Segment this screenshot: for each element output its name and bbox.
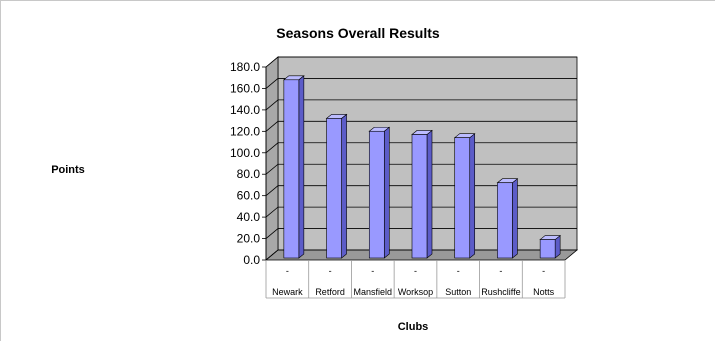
bar	[453, 133, 476, 259]
bar-side	[469, 133, 476, 259]
bar-front	[326, 118, 342, 259]
x-category-label: Retford	[315, 287, 345, 297]
bar-side	[383, 126, 390, 259]
y-tick-label: 80.0	[237, 167, 261, 181]
gridline	[265, 185, 577, 196]
x-category-label: Notts	[533, 287, 555, 297]
gridline	[265, 249, 577, 261]
category-mark: -	[329, 266, 332, 276]
bar-front	[283, 79, 300, 259]
bar-front	[411, 134, 428, 259]
gridline	[265, 206, 577, 218]
bar	[325, 113, 348, 259]
x-category-label: Rushcliffe	[481, 287, 520, 297]
category-mark: -	[499, 266, 502, 276]
category-mark: -	[286, 266, 289, 276]
gridline	[265, 120, 577, 132]
bar-front	[454, 137, 471, 259]
gridline	[265, 78, 577, 89]
y-tick-label: 100.0	[230, 146, 260, 160]
gridline	[265, 228, 577, 239]
gridline	[265, 99, 577, 111]
y-tick-label: 40.0	[237, 210, 261, 224]
category-mark: -	[542, 266, 545, 276]
bar	[411, 129, 433, 259]
x-category-label: Mansfield	[354, 287, 393, 297]
y-tick-label: 60.0	[237, 189, 261, 203]
y-tick-label: 160.0	[230, 81, 260, 95]
category-mark: -	[457, 266, 460, 276]
bar	[539, 234, 561, 259]
y-tick-label: 120.0	[230, 124, 260, 138]
gridline	[265, 142, 577, 154]
bars	[283, 75, 561, 259]
y-tick-label: 180.0	[230, 60, 260, 74]
bar-front	[539, 239, 556, 259]
y-tick-label: 20.0	[237, 232, 261, 246]
bar-side	[298, 75, 305, 259]
bar	[368, 126, 391, 259]
bar-front	[497, 182, 513, 259]
gridlines	[262, 56, 577, 261]
bar-side	[426, 129, 433, 259]
bar-side	[512, 178, 518, 259]
category-mark: -	[414, 266, 417, 276]
x-axis-categories: - Newark - Retford - Mansfield - Worksop - Sutton…	[265, 260, 566, 299]
chart-title: Seasons Overall Results	[276, 25, 440, 41]
gridline	[265, 163, 577, 175]
category-mark: -	[371, 266, 374, 276]
x-category-label: Worksop	[398, 287, 433, 297]
x-category-label: Newark	[272, 287, 303, 297]
bar-front	[368, 130, 385, 259]
y-tick-label: 140.0	[230, 103, 260, 117]
bar	[496, 178, 519, 259]
bar-side	[341, 113, 347, 259]
x-category-label: Sutton	[445, 287, 471, 297]
gridline	[265, 56, 577, 68]
x-axis-title: Clubs	[398, 321, 429, 333]
y-tick-label: 0.0	[243, 253, 260, 267]
y-axis-ticks: 0.0 20.0 40.0 60.0 80.0 100.0 120.0 140.0 160.0 1…	[230, 60, 260, 267]
y-axis-title: Points	[51, 164, 85, 176]
bar	[283, 75, 305, 259]
